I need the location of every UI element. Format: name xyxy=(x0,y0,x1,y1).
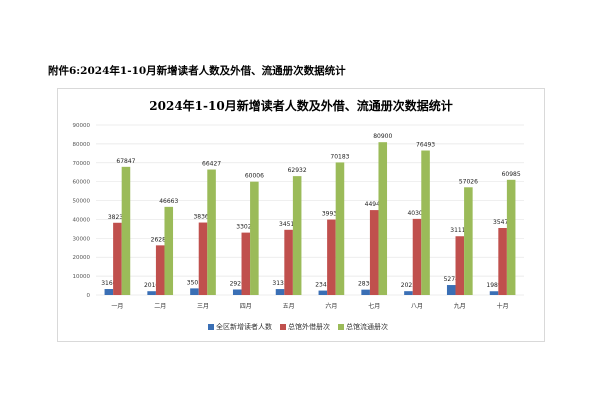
data-label: 62932 xyxy=(288,167,307,174)
x-tick-label: 四月 xyxy=(240,303,252,310)
bar xyxy=(292,176,302,295)
caption: 附件6:2024年1-10月新增读者人数及外借、流通册次数据统计 xyxy=(48,65,346,77)
data-label: 35473 xyxy=(493,219,512,226)
chart-container: 2024年1-10月新增读者人数及外借、流通册次数据统计 0 10000 20000… xyxy=(57,88,545,342)
bar xyxy=(232,289,242,295)
y-tick-label: 30000 xyxy=(73,236,91,242)
data-label: 70183 xyxy=(330,153,349,160)
data-label: 66427 xyxy=(202,161,221,168)
data-label: 3135 xyxy=(272,280,287,287)
data-label: 60985 xyxy=(502,171,521,178)
legend-swatch xyxy=(338,324,344,330)
x-tick-label: 二月 xyxy=(154,303,166,310)
data-label: 57026 xyxy=(459,178,478,185)
data-label: 34518 xyxy=(279,221,298,228)
data-label: 40306 xyxy=(407,210,426,217)
bar xyxy=(155,245,165,295)
bar xyxy=(378,142,388,295)
bar xyxy=(164,206,174,295)
bar xyxy=(464,187,473,295)
bar xyxy=(318,290,328,295)
bar xyxy=(250,181,259,295)
y-tick-label: 20000 xyxy=(73,255,91,261)
x-tick-label: 八月 xyxy=(411,303,423,310)
bar xyxy=(455,236,465,295)
data-label: 3166 xyxy=(101,280,116,287)
legend-swatch xyxy=(280,324,286,330)
bar xyxy=(275,289,285,295)
bar xyxy=(284,229,293,295)
bar xyxy=(421,150,430,295)
y-tick-label: 0 xyxy=(87,293,91,299)
y-tick-label: 50000 xyxy=(73,199,91,205)
legend-swatch xyxy=(208,324,214,330)
data-label: 80900 xyxy=(373,133,392,140)
bar xyxy=(404,291,413,295)
bar xyxy=(198,222,208,295)
bar xyxy=(498,227,507,295)
data-label: 3501 xyxy=(187,279,202,286)
legend-item: 总馆外借册次 xyxy=(280,322,330,332)
data-label: 26280 xyxy=(151,236,170,243)
bar xyxy=(489,291,499,295)
y-tick-label: 40000 xyxy=(73,217,91,223)
data-label: 38238 xyxy=(108,214,127,221)
data-label: 2836 xyxy=(358,281,373,288)
data-label: 2920 xyxy=(230,280,245,287)
bar xyxy=(104,289,114,295)
legend-item: 总馆流通册次 xyxy=(338,322,388,332)
chart-title: 2024年1-10月新增读者人数及外借、流通册次数据统计 xyxy=(149,99,453,113)
legend-label: 总馆外借册次 xyxy=(288,323,330,331)
bar xyxy=(412,218,422,295)
x-tick-label: 三月 xyxy=(197,303,209,310)
x-tick-label: 六月 xyxy=(325,302,337,310)
x-tick-label: 五月 xyxy=(283,303,295,310)
legend-item: 全区新增读者人数 xyxy=(208,322,272,332)
x-tick-label: 十月 xyxy=(497,302,509,310)
y-tick-label: 90000 xyxy=(73,123,91,129)
chart-plot: 0 10000 20000 30000 40000 50000 60000 70000 8000… xyxy=(73,123,524,310)
bar xyxy=(327,219,336,295)
legend-label: 总馆流通册次 xyxy=(346,323,388,331)
bar xyxy=(147,291,156,295)
bar xyxy=(207,169,216,295)
data-label: 31110 xyxy=(450,227,469,234)
legend-label: 全区新增读者人数 xyxy=(216,323,272,331)
data-label: 2023 xyxy=(401,282,416,289)
x-tick-label: 一月 xyxy=(111,303,123,310)
data-label: 60006 xyxy=(245,173,264,180)
y-tick-label: 60000 xyxy=(73,180,91,186)
legend: 全区新增读者人数 总馆外借册次 总馆流通册次 xyxy=(208,322,388,332)
data-label: 44949 xyxy=(365,201,384,208)
data-label: 76493 xyxy=(416,142,435,149)
x-tick-label: 七月 xyxy=(368,302,380,310)
data-label: 39933 xyxy=(322,211,341,218)
bar xyxy=(361,289,370,295)
y-tick-label: 70000 xyxy=(73,161,91,167)
bar xyxy=(113,222,122,295)
bar xyxy=(190,288,199,295)
bar xyxy=(446,285,456,295)
data-label: 67847 xyxy=(116,158,135,165)
y-tick-label: 10000 xyxy=(73,274,91,280)
data-label: 46663 xyxy=(159,198,178,205)
bar xyxy=(335,162,345,295)
bar xyxy=(121,166,131,295)
data-label: 2341 xyxy=(315,282,330,289)
bar xyxy=(506,179,516,295)
data-label: 5274 xyxy=(444,276,459,283)
y-tick-label: 80000 xyxy=(73,142,91,148)
data-label: 1989 xyxy=(486,282,501,289)
x-tick-label: 九月 xyxy=(454,302,466,310)
data-label: 2010 xyxy=(144,282,159,289)
bar xyxy=(369,210,379,295)
data-label: 33027 xyxy=(236,224,255,231)
data-label: 38363 xyxy=(193,214,212,221)
bar xyxy=(241,232,251,295)
